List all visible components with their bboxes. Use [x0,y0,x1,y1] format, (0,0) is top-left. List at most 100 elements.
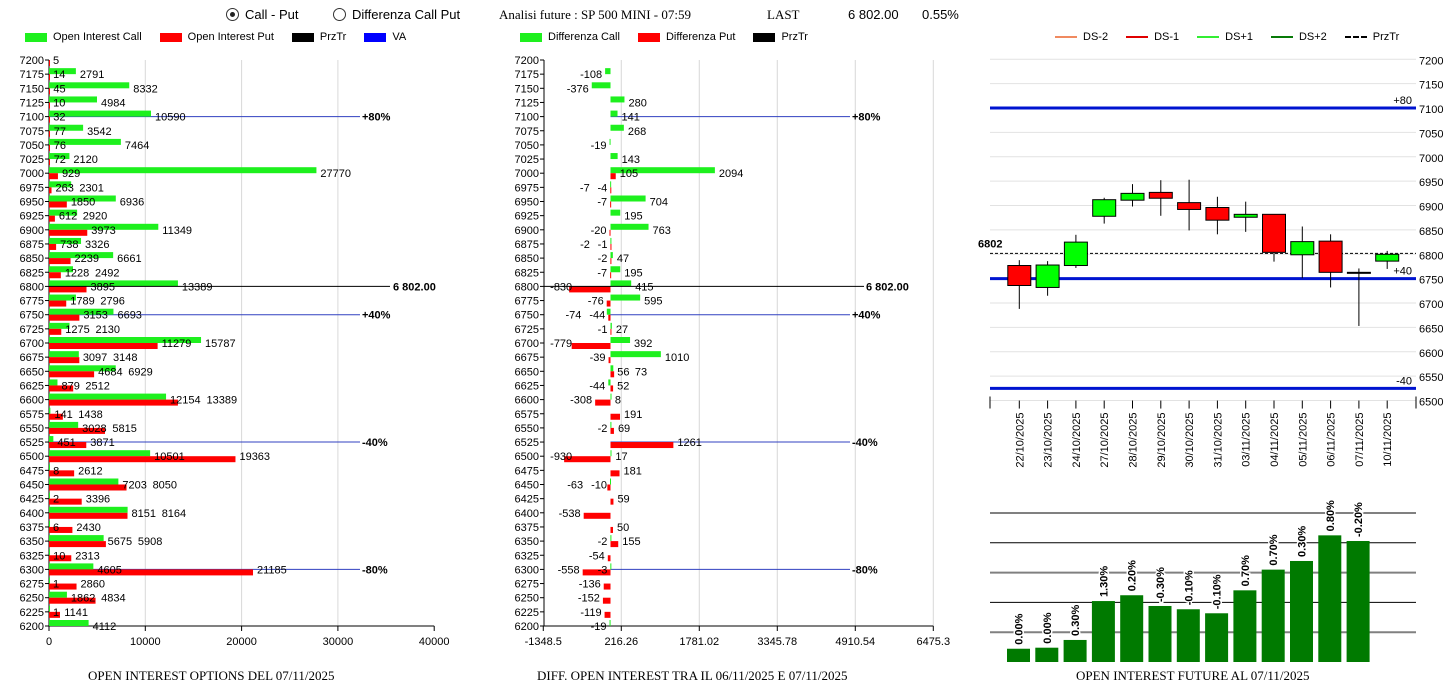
diff-bar-value-label: 50 [617,522,629,534]
oi-call-bar [49,464,50,471]
diff-call-bar [610,167,715,174]
diff-bar-value-label: -2 [598,536,608,548]
diff-strike-label: 6900 [515,225,539,237]
oi-strike-label: 6825 [20,267,44,279]
price-axis-label: 6500 [1419,397,1443,409]
diff-call-bar [610,209,621,216]
diff-strike-label: 6650 [515,366,539,378]
left-chart-title: OPEN INTEREST OPTIONS DEL 07/11/2025 [88,668,335,683]
oi-put-bar [49,611,60,618]
diff-call-bar [610,337,631,343]
oi-strike-label: 7075 [20,126,44,138]
radio-call-put[interactable]: Call - Put [226,7,298,22]
date-label: 27/10/2025 [1099,413,1111,468]
legend-label: Open Interest Put [187,31,274,43]
va-label: +80 [1393,95,1412,107]
diff-call-bar [610,294,641,301]
oi-bar-value-label: 6693 [117,310,141,322]
oi-bar-value-label: 8151 [131,508,155,520]
oi-bar-value-label: 10501 [154,451,185,463]
diff-call-bar [610,153,618,160]
diff-va-label: +40% [852,310,881,322]
date-label: 06/11/2025 [1326,413,1338,467]
legend-line-ds-1 [1126,36,1149,38]
future-oi-bar [1205,613,1229,662]
diff-va-label: +80% [852,112,881,124]
oi-put-bar [49,371,95,378]
diff-bar-value-label: 195 [624,267,642,279]
oi-put-bar [49,300,67,307]
future-oi-label: 1.30% [1098,566,1110,597]
diff-call-bar [610,393,612,400]
diff-call-bar [610,124,624,131]
diff-put-bar [607,555,611,562]
future-oi-bar [1148,605,1172,662]
oi-strike-label: 6575 [20,409,44,421]
oi-strike-label: 6600 [20,395,44,407]
oi-bar-value-label: 5815 [112,423,136,435]
oi-call-bar [49,195,116,202]
oi-put-bar [49,130,50,137]
oi-strike-label: 6550 [20,423,44,435]
oi-bar-value-label: 2796 [100,296,124,308]
change-percent: 0.55% [922,7,959,22]
diff-strike-label: 7150 [515,83,539,95]
oi-strike-label: 6975 [20,182,44,194]
future-oi-bar [1318,535,1342,662]
oi-call-bar [49,605,50,612]
diff-bar-value-label: -20 [591,225,607,237]
date-label: 23/10/2025 [1043,413,1055,468]
diff-bar-value-label: 2094 [719,168,743,180]
diff-x-tick-label: 6475.3 [916,636,950,648]
oi-bar-value-label: 1275 [65,324,89,336]
oi-put-bar [49,343,158,349]
diff-bar-value-label: -7 [597,197,607,209]
oi-strike-label: 6475 [20,465,44,477]
oi-strike-label: 6350 [20,536,44,548]
diff-call-bar [610,322,612,329]
diff-przTr-label: 6 802.00 [866,281,909,293]
radio-differenza[interactable]: Differenza Call Put [333,7,460,22]
oi-strike-label: 6500 [20,451,44,463]
oi-strike-label: 7050 [20,140,44,152]
legend-swatch-przTr [753,32,776,42]
oi-bar-value-label: 4834 [101,593,125,605]
future-oi-label: 0.20% [1127,560,1139,591]
oi-bar-value-label: 11349 [162,225,192,237]
mid-chart-title: DIFF. OPEN INTEREST TRA IL 06/11/2025 E … [537,668,848,683]
diff-put-bar [610,187,612,194]
oi-put-bar [49,187,52,194]
price-axis-label: 6750 [1419,275,1443,287]
future-oi-label: 0.70% [1268,534,1280,565]
diff-call-bar [609,138,611,145]
diff-bar-value-label: 763 [653,225,671,237]
oi-bar-value-label: 2 [53,494,59,506]
oi-put-bar [49,243,57,250]
oi-call-bar [49,478,119,485]
oi-strike-label: 6200 [20,621,44,633]
oi-strike-label: 7025 [20,154,44,166]
oi-bar-value-label: 27770 [320,168,351,180]
oi-put-bar [49,526,73,533]
legend-label: Open Interest Call [53,31,142,43]
diff-bar-value-label: 392 [634,338,652,350]
oi-bar-value-label: 5 [53,55,59,67]
diff-bar-value-label: -39 [590,352,606,364]
diff-put-bar [610,442,674,449]
oi-strike-label: 6925 [20,211,44,223]
oi-put-bar [49,286,87,293]
price-axis-label: 6900 [1419,202,1443,214]
oi-bar-value-label: 3097 [83,352,107,364]
oi-bar-value-label: 10590 [155,112,186,124]
oi-put-bar [49,456,236,463]
diff-x-tick-label: 4910.54 [835,636,875,648]
diff-bar-value-label: -136 [579,579,601,591]
oi-bar-value-label: 2512 [85,380,109,392]
diff-strike-label: 6450 [515,480,539,492]
diff-strike-label: 6275 [515,579,539,591]
diff-call-bar [608,379,611,386]
date-label: 29/10/2025 [1156,413,1168,468]
diff-call-bar [610,237,612,244]
future-oi-bar [1346,541,1370,662]
oi-call-bar [49,492,50,499]
